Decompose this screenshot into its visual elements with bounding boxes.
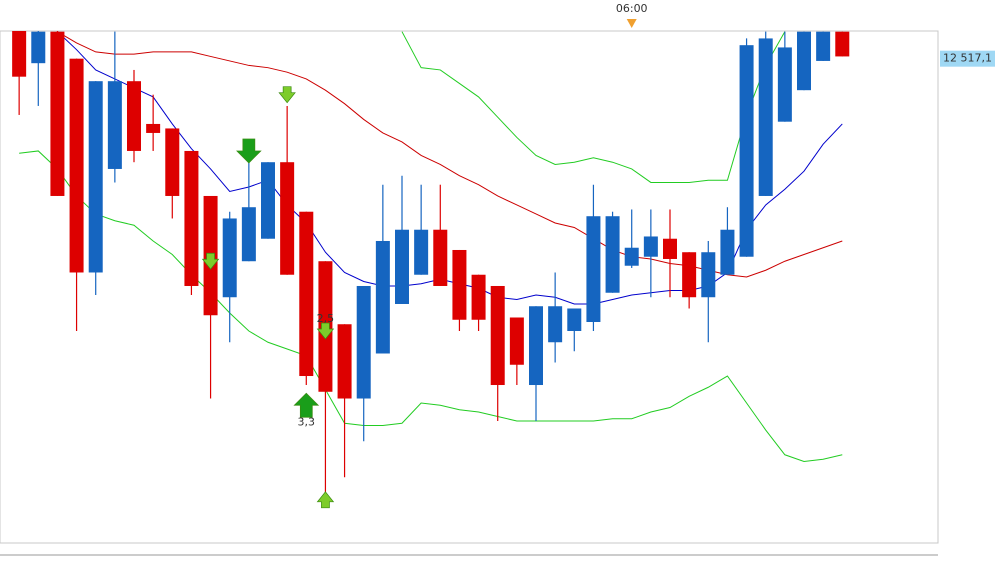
candle-body: [567, 308, 582, 331]
candle-body: [356, 285, 371, 399]
candle-body: [720, 229, 735, 275]
signal-arrow: [201, 252, 220, 270]
candle-body: [395, 229, 409, 304]
plot: [12, 31, 850, 509]
candle-body: [529, 306, 543, 386]
candle-body: [165, 128, 180, 196]
candle-body: [12, 31, 27, 77]
candle-body: [509, 317, 524, 365]
candle-body: [548, 306, 563, 343]
last-price-box: [940, 50, 995, 67]
signal-label: 3,3: [298, 415, 316, 428]
signal-arrow: [316, 322, 335, 340]
candle-body: [643, 236, 658, 257]
candle-body: [127, 81, 141, 151]
signal-arrow: [316, 491, 335, 509]
candle-body: [88, 81, 103, 273]
time-marker: [626, 19, 637, 28]
candle-body: [146, 123, 161, 133]
candle-body: [241, 207, 256, 262]
candle-body: [222, 218, 237, 298]
candle-body: [261, 162, 275, 239]
candle-body: [605, 216, 620, 293]
candle-body: [663, 238, 677, 259]
last-price-label: 12 517,1: [943, 52, 992, 65]
signal-arrow: [293, 392, 320, 418]
indicator-line: [19, 150, 843, 463]
candle-body: [50, 31, 65, 196]
candle-body: [701, 252, 716, 298]
candle-body: [586, 216, 601, 322]
candle-body: [69, 58, 84, 273]
candle-body: [299, 211, 314, 377]
signal-label: 2,5: [317, 312, 335, 325]
candle-body: [835, 31, 850, 57]
candle-body: [414, 229, 429, 275]
candle-body: [490, 285, 505, 386]
indicator-line: [401, 31, 786, 183]
candle-body: [777, 47, 792, 122]
candle-body: [184, 150, 199, 286]
candle-body: [31, 31, 46, 64]
candle-body: [337, 324, 352, 399]
candle-body: [375, 240, 390, 354]
candle-body: [624, 247, 639, 266]
candle-body: [797, 31, 811, 91]
time-marker-label: 06:00: [616, 2, 648, 15]
signal-arrow: [278, 86, 296, 104]
overlay: 2,5 3,3 06:00 12 517,1: [298, 2, 995, 428]
candle-body: [471, 274, 486, 320]
signal-arrow: [236, 138, 262, 164]
candle-body: [816, 31, 831, 61]
candle-body: [739, 45, 754, 257]
candle-body: [280, 162, 295, 275]
candle-body: [682, 252, 697, 298]
candle-body: [107, 81, 122, 169]
candle-body: [758, 38, 773, 196]
candle-body: [452, 249, 467, 320]
candle-body: [433, 229, 448, 286]
